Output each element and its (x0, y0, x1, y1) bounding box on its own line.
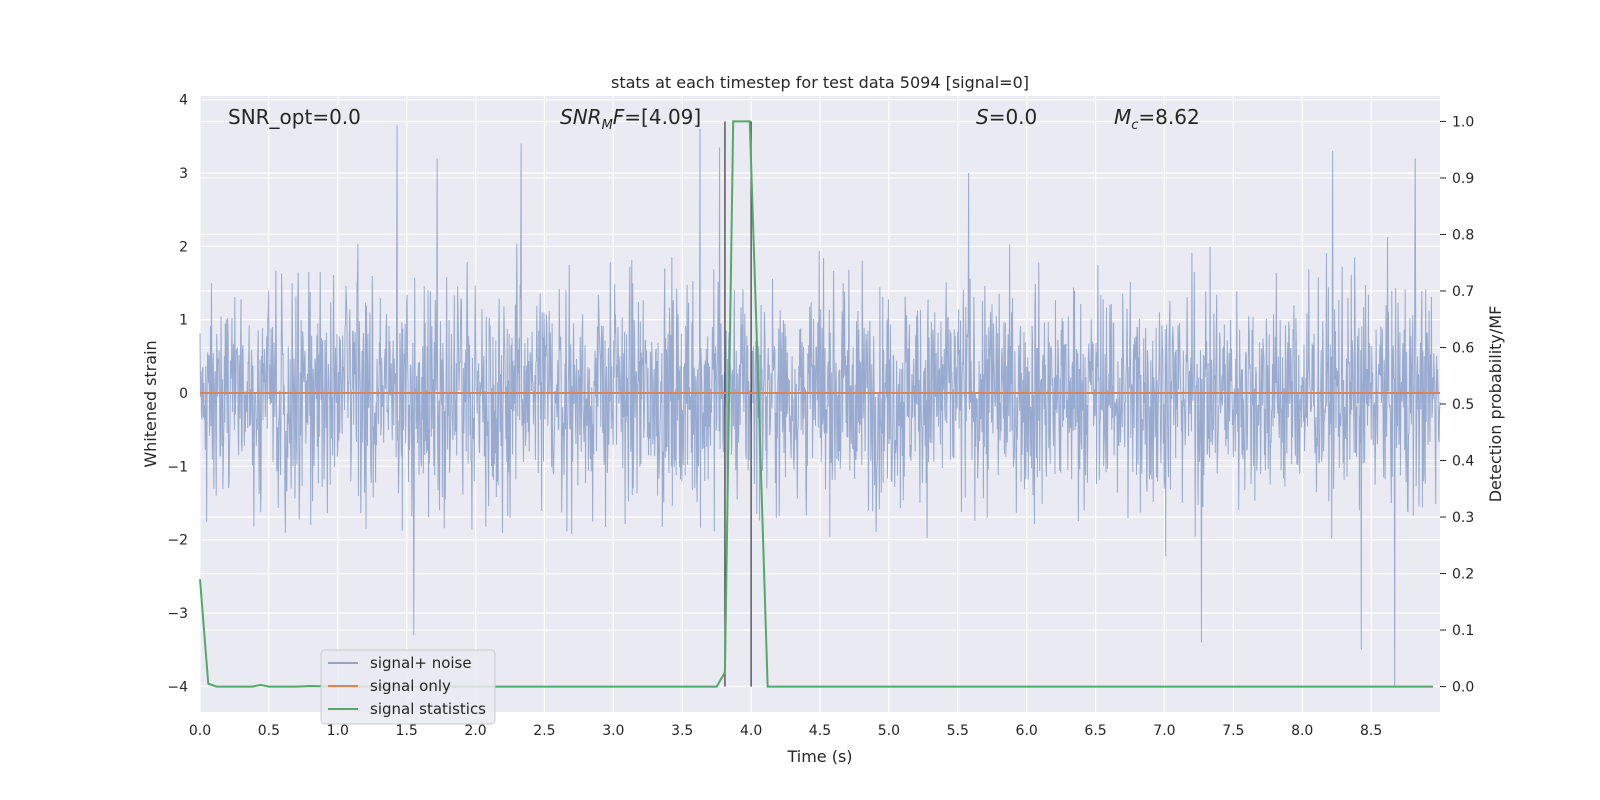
x-tick-label: 3.5 (671, 723, 693, 739)
snr-mf-prefix: SNR (560, 105, 602, 129)
snr-mf-sub: M (602, 118, 613, 133)
annotation-snr-mf: SNRMF=[4.09] (560, 105, 701, 133)
x-axis-label: Time (s) (786, 747, 852, 766)
s-value: =0.0 (989, 105, 1038, 129)
y-right-tick-label: 0.3 (1452, 510, 1474, 526)
y-tick-label: −2 (167, 533, 188, 549)
legend: signal+ noise signal only signal statist… (320, 649, 496, 725)
series-signal-statistics (199, 120, 1434, 688)
y-tick-label: −4 (167, 679, 188, 695)
y-axis-label-right: Detection probability/MF (1486, 306, 1505, 503)
x-tick-label: 5.5 (947, 723, 969, 739)
y-right-tick-label: 0.1 (1452, 623, 1474, 639)
legend-box (320, 649, 496, 725)
annotation-snr-opt: SNR_opt=0.0 (228, 105, 361, 129)
x-tick-label: 1.5 (396, 723, 418, 739)
y-right-tick-label: 0.6 (1452, 340, 1474, 356)
signal-noise-series (199, 125, 1441, 687)
x-tick-label: 6.5 (1084, 723, 1106, 739)
mc-sub: c (1131, 118, 1138, 133)
chart-title: stats at each timestep for test data 509… (611, 73, 1029, 92)
x-tick-label: 4.0 (740, 723, 762, 739)
y-tick-label: −1 (167, 459, 188, 475)
y-tick-label: −3 (167, 606, 188, 622)
x-tick-label: 4.5 (809, 723, 831, 739)
snr-mf-suffix: F (613, 105, 625, 129)
x-tick-label: 1.0 (327, 723, 349, 739)
y-tick-label: 2 (179, 239, 188, 255)
y-right-tick-label: 0.9 (1452, 171, 1474, 187)
x-tick-label: 0.0 (189, 723, 211, 739)
legend-label-signal-noise: signal+ noise (370, 654, 472, 672)
legend-label-signal-only: signal only (370, 677, 451, 695)
mc-name: M (1114, 105, 1131, 129)
y-tick-label: 4 (179, 93, 188, 109)
annotation-s: S=0.0 (976, 105, 1037, 129)
s-name: S (976, 105, 989, 129)
y-tick-label: 1 (179, 313, 188, 329)
y-tick-label: 0 (179, 386, 188, 402)
x-tick-label: 6.0 (1016, 723, 1038, 739)
mc-value: =8.62 (1138, 105, 1199, 129)
y-right-tick-label: 0.8 (1452, 227, 1474, 243)
x-tick-label: 2.0 (464, 723, 486, 739)
vertical-markers (724, 121, 752, 687)
y-right-tick-label: 0.7 (1452, 284, 1474, 300)
x-tick-label: 3.0 (602, 723, 624, 739)
x-tick-label: 2.5 (533, 723, 555, 739)
y-right-tick-label: 0.2 (1452, 567, 1474, 583)
y-right-tick-label: 1.0 (1452, 114, 1474, 130)
x-tick-label: 8.0 (1291, 723, 1313, 739)
series-signal-noise (199, 125, 1441, 687)
y-right-tick-label: 0.5 (1452, 397, 1474, 413)
axes: 0.0 0.5 1.0 1.5 2.0 2.5 3.0 3.5 4.0 4.5 5.0 5.5 6.0 6… (167, 93, 1474, 739)
annotation-mc: Mc=8.62 (1114, 105, 1200, 133)
x-tick-label: 8.5 (1360, 723, 1382, 739)
y-axis-label: Whitened strain (141, 340, 160, 467)
y-tick-label: 3 (179, 166, 188, 182)
x-tick-label: 7.0 (1153, 723, 1175, 739)
x-tick-label: 0.5 (258, 723, 280, 739)
line-series (199, 120, 1440, 688)
x-tick-label: 5.0 (878, 723, 900, 739)
y-right-tick-label: 0.0 (1452, 680, 1474, 696)
y-right-tick-label: 0.4 (1452, 454, 1474, 470)
snr-mf-value: =[4.09] (624, 105, 701, 129)
x-tick-label: 7.5 (1222, 723, 1244, 739)
legend-label-signal-statistics: signal statistics (370, 700, 486, 718)
